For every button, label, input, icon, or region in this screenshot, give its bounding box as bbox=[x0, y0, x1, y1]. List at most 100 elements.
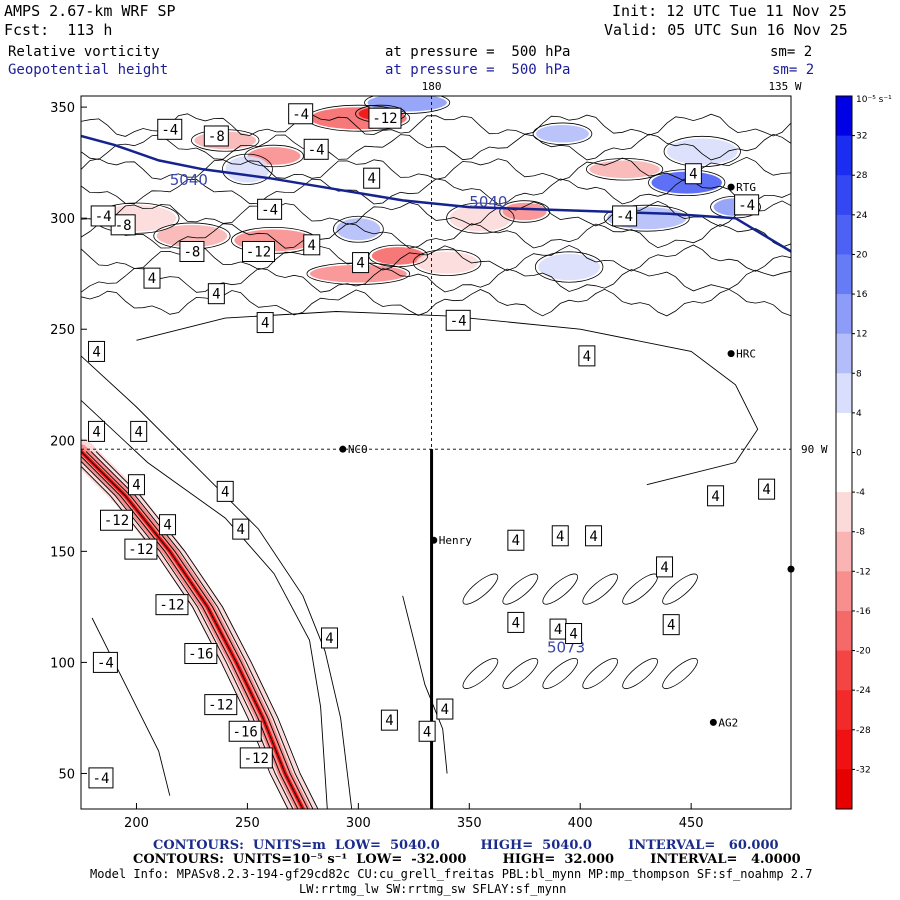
vorticity-label-text: 4 bbox=[134, 424, 142, 440]
vorticity-label-box bbox=[228, 720, 262, 742]
vorticity-label-text: 4 bbox=[148, 271, 156, 287]
colorbar-swatch bbox=[836, 571, 852, 612]
vorticity-label-box bbox=[159, 514, 177, 536]
vorticity-label-box bbox=[239, 747, 273, 769]
vorticity-label-box bbox=[662, 614, 680, 636]
vorticity-label-text: 4 bbox=[212, 287, 220, 303]
vorticity-label: -4 bbox=[257, 198, 283, 220]
vorticity-label-box bbox=[758, 478, 776, 500]
broad-contour bbox=[81, 355, 353, 809]
blob-contour bbox=[412, 249, 482, 276]
footer-height-contours: CONTOURS: UNITS=m LOW= 5040.0 HIGH= 5040… bbox=[153, 838, 779, 853]
band-contour bbox=[95, 451, 319, 809]
field1-level: at pressure = 500 hPa bbox=[385, 44, 571, 60]
colorbar-swatch bbox=[836, 175, 852, 216]
meridian-90w-label: 90 W bbox=[801, 443, 828, 456]
station-ag2: AG2 bbox=[709, 716, 738, 729]
vorticity-label-box bbox=[256, 312, 274, 334]
vorticity-label: -8 bbox=[179, 240, 205, 262]
vorticity-label-box bbox=[585, 525, 603, 547]
vorticity-label: -4 bbox=[612, 205, 638, 227]
colorbar-swatch bbox=[836, 412, 852, 453]
x-tick-label: 300 bbox=[346, 816, 371, 831]
x-tick-label: 200 bbox=[124, 816, 149, 831]
vorticity-label: -4 bbox=[288, 103, 314, 125]
vorticity-label-text: 4 bbox=[163, 518, 171, 534]
vorticity-blob bbox=[502, 202, 547, 221]
blob-contour bbox=[332, 215, 384, 243]
vorticity-label-text: 4 bbox=[660, 560, 668, 576]
vorticity-label: 4 bbox=[352, 252, 370, 274]
vorticity-label-box bbox=[445, 309, 471, 331]
colorbar-tick-label: 0 bbox=[856, 449, 862, 459]
wave-contour bbox=[582, 573, 619, 605]
colorbar-tick-label: -12 bbox=[856, 567, 871, 577]
vorticity-label-box bbox=[155, 594, 189, 616]
colorbar-tick-label: -16 bbox=[856, 607, 871, 617]
axes: 200 250 300 350 400 450 50 100 150 200 250 300 350 18… bbox=[50, 80, 828, 831]
vorticity-label-text: -4 bbox=[97, 655, 114, 671]
vorticity-label: -12 bbox=[100, 509, 133, 531]
vorticity-label: 4 bbox=[418, 720, 436, 742]
vorticity-label-box bbox=[157, 118, 183, 140]
vorticity-label-text: -4 bbox=[95, 209, 112, 225]
contour-labels: 50405040H5073-4-8-4-4-124-4-8-4-8-124444… bbox=[88, 103, 776, 789]
colorbar-swatch bbox=[836, 333, 852, 374]
colorbar-tick-label: -8 bbox=[856, 528, 865, 538]
vorticity-label: -8 bbox=[110, 214, 136, 236]
vorticity-label: 4 bbox=[662, 614, 680, 636]
vorticity-label-box bbox=[88, 767, 114, 789]
colorbar-swatch bbox=[836, 373, 852, 414]
vorticity-label-text: -4 bbox=[292, 107, 309, 123]
x-tick-label: 400 bbox=[568, 816, 593, 831]
y-tick-label: 100 bbox=[50, 656, 75, 671]
vorticity-label: -4 bbox=[734, 194, 760, 216]
vorticity-label-text: 4 bbox=[554, 622, 562, 638]
vorticity-label-text: 4 bbox=[569, 627, 577, 643]
vorticity-label: -16 bbox=[184, 643, 218, 665]
vorticity-label: 4 bbox=[551, 525, 569, 547]
station-rtg: RTG bbox=[727, 181, 756, 194]
vorticity-label-box bbox=[418, 720, 436, 742]
vorticity-blob bbox=[538, 253, 600, 281]
wave-contour bbox=[662, 657, 698, 690]
colorbar-tick-label: 8 bbox=[856, 369, 862, 379]
y-tick-label: 50 bbox=[58, 767, 75, 782]
band-contour bbox=[81, 455, 299, 809]
vorticity-label: -4 bbox=[303, 138, 329, 160]
jet-contour bbox=[81, 133, 791, 161]
vorticity-label-box bbox=[124, 538, 158, 560]
colorbar-tick-label: 32 bbox=[856, 132, 867, 142]
vorticity-label-text: 4 bbox=[441, 702, 449, 718]
height-label: 5040 bbox=[469, 193, 507, 211]
jet-contour bbox=[81, 267, 791, 293]
vorticity-label-box bbox=[507, 611, 525, 633]
vorticity-label-box bbox=[184, 643, 218, 665]
vorticity-label-box bbox=[565, 623, 583, 645]
vorticity-label-box bbox=[303, 234, 321, 256]
vorticity-label-text: -12 bbox=[128, 542, 153, 558]
vorticity-label-text: -12 bbox=[159, 598, 184, 614]
vorticity-label-text: -4 bbox=[450, 313, 467, 329]
jet-contour bbox=[81, 223, 791, 249]
wave-contour bbox=[462, 573, 499, 605]
vorticity-label: 4 bbox=[707, 485, 725, 507]
vorticity-label-text: 4 bbox=[556, 529, 564, 545]
vorticity-label: 4 bbox=[303, 234, 321, 256]
meridian-180-label: 180 bbox=[422, 80, 442, 93]
vorticity-label-box bbox=[90, 205, 116, 227]
vorticity-label: -4 bbox=[90, 205, 116, 227]
field1-name: Relative vorticity bbox=[8, 44, 160, 60]
vorticity-label-box bbox=[734, 194, 760, 216]
vorticity-label-text: 4 bbox=[261, 316, 269, 332]
vorticity-blob bbox=[416, 251, 478, 274]
wave-contour bbox=[622, 573, 658, 605]
station-name: AG2 bbox=[718, 716, 738, 729]
vorticity-label: -12 bbox=[124, 538, 158, 560]
vorticity-label-text: -4 bbox=[616, 209, 633, 225]
vorticity-label-box bbox=[257, 198, 283, 220]
footer-physics-info: LW:rrtmg_lw SW:rrtmg_sw SFLAY:sf_mynn bbox=[299, 882, 567, 896]
colorbar-unit: 10⁻⁵ s⁻¹ bbox=[856, 95, 892, 105]
vorticity-contours bbox=[81, 96, 791, 809]
colorbar-tick-label: -20 bbox=[856, 647, 871, 657]
